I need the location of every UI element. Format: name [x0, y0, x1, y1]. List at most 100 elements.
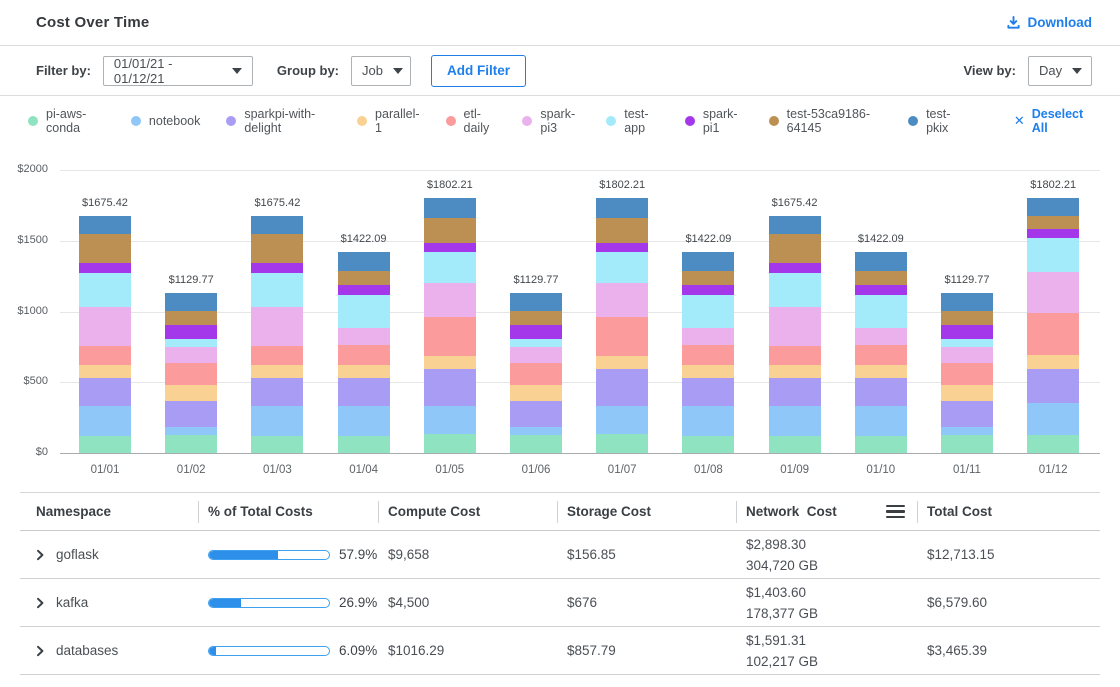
- legend-item-etl-daily[interactable]: etl-daily: [445, 107, 497, 135]
- deselect-all-button[interactable]: ✕ Deselect All: [1014, 107, 1092, 135]
- bar-segment-parallel-1[interactable]: [251, 364, 304, 378]
- bar-segment-pi-aws-conda[interactable]: [682, 435, 735, 453]
- bar-segment-etl-daily[interactable]: [165, 363, 218, 385]
- bar-segment-sparkpi-with-delight[interactable]: [510, 400, 562, 428]
- bar-segment-notebook[interactable]: [854, 406, 907, 436]
- bar-segment-spark-pi1[interactable]: [79, 263, 131, 273]
- bar-segment-test-53ca9186-64145[interactable]: [768, 233, 821, 264]
- bar-segment-sparkpi-with-delight[interactable]: [165, 400, 218, 428]
- bar-segment-etl-daily[interactable]: [682, 345, 735, 365]
- bar-01/10[interactable]: [854, 251, 907, 453]
- bar-segment-spark-pi1[interactable]: [510, 325, 562, 339]
- bar-segment-test-pkix[interactable]: [337, 251, 390, 271]
- bar-segment-notebook[interactable]: [596, 406, 649, 434]
- bar-segment-parallel-1[interactable]: [854, 364, 907, 378]
- bar-segment-parallel-1[interactable]: [941, 384, 993, 401]
- bar-segment-spark-pi3[interactable]: [596, 283, 649, 318]
- group-by-dropdown[interactable]: Job: [351, 55, 412, 86]
- bar-segment-test-app[interactable]: [337, 294, 390, 329]
- bar-segment-test-app[interactable]: [854, 294, 907, 329]
- bar-segment-test-53ca9186-64145[interactable]: [1027, 216, 1080, 230]
- bar-segment-parallel-1[interactable]: [510, 384, 562, 401]
- bar-segment-etl-daily[interactable]: [510, 363, 562, 385]
- bar-segment-spark-pi3[interactable]: [768, 307, 821, 346]
- bar-segment-pi-aws-conda[interactable]: [941, 434, 993, 453]
- bar-segment-test-pkix[interactable]: [768, 215, 821, 234]
- bar-01/04[interactable]: [337, 251, 390, 453]
- view-by-dropdown[interactable]: Day: [1028, 55, 1092, 86]
- bar-segment-spark-pi1[interactable]: [1027, 229, 1080, 239]
- bar-01/06[interactable]: [510, 293, 562, 453]
- bar-segment-spark-pi3[interactable]: [165, 346, 218, 364]
- bar-segment-notebook[interactable]: [251, 406, 304, 436]
- bar-segment-spark-pi1[interactable]: [941, 325, 993, 339]
- bar-segment-sparkpi-with-delight[interactable]: [251, 377, 304, 407]
- bar-segment-parallel-1[interactable]: [165, 384, 218, 401]
- bar-segment-notebook[interactable]: [941, 427, 993, 435]
- bar-segment-sparkpi-with-delight[interactable]: [854, 377, 907, 407]
- bar-segment-spark-pi3[interactable]: [854, 328, 907, 346]
- bar-segment-etl-daily[interactable]: [79, 345, 131, 365]
- bar-01/02[interactable]: [165, 293, 218, 453]
- bar-segment-spark-pi3[interactable]: [941, 346, 993, 364]
- date-range-dropdown[interactable]: 01/01/21 - 01/12/21: [102, 55, 253, 86]
- bar-segment-etl-daily[interactable]: [596, 317, 649, 357]
- bar-01/01[interactable]: [79, 215, 131, 453]
- bar-segment-test-53ca9186-64145[interactable]: [251, 233, 304, 264]
- legend-item-test-pkix[interactable]: test-pkix: [908, 107, 962, 135]
- bar-segment-spark-pi1[interactable]: [423, 243, 476, 253]
- bar-segment-test-pkix[interactable]: [854, 251, 907, 271]
- bar-segment-test-53ca9186-64145[interactable]: [854, 270, 907, 285]
- bar-segment-etl-daily[interactable]: [337, 345, 390, 365]
- bar-segment-test-53ca9186-64145[interactable]: [941, 311, 993, 326]
- bar-segment-pi-aws-conda[interactable]: [596, 433, 649, 453]
- bar-segment-sparkpi-with-delight[interactable]: [596, 368, 649, 407]
- bar-segment-test-53ca9186-64145[interactable]: [596, 217, 649, 244]
- bar-segment-etl-daily[interactable]: [1027, 313, 1080, 355]
- bar-segment-parallel-1[interactable]: [79, 364, 131, 378]
- bar-segment-etl-daily[interactable]: [854, 345, 907, 365]
- bar-segment-etl-daily[interactable]: [251, 345, 304, 365]
- bar-segment-spark-pi3[interactable]: [423, 283, 476, 318]
- bar-segment-test-app[interactable]: [768, 272, 821, 308]
- bar-01/09[interactable]: [768, 215, 821, 453]
- bar-segment-spark-pi3[interactable]: [682, 328, 735, 346]
- bar-segment-test-app[interactable]: [510, 338, 562, 347]
- bar-segment-spark-pi1[interactable]: [251, 263, 304, 273]
- bar-segment-spark-pi3[interactable]: [251, 307, 304, 346]
- bar-01/07[interactable]: [596, 197, 649, 453]
- expand-chevron-icon[interactable]: [34, 549, 46, 561]
- bar-segment-notebook[interactable]: [165, 427, 218, 435]
- bar-segment-pi-aws-conda[interactable]: [768, 435, 821, 453]
- bar-segment-spark-pi3[interactable]: [510, 346, 562, 364]
- legend-item-spark-pi1[interactable]: spark-pi1: [684, 107, 743, 135]
- bar-segment-sparkpi-with-delight[interactable]: [1027, 369, 1080, 404]
- bar-segment-pi-aws-conda[interactable]: [165, 434, 218, 453]
- bar-segment-test-app[interactable]: [596, 252, 649, 284]
- legend-item-pi-aws-conda[interactable]: pi-aws-conda: [28, 107, 105, 135]
- bar-segment-test-pkix[interactable]: [1027, 197, 1080, 217]
- bar-segment-test-app[interactable]: [941, 338, 993, 347]
- bar-segment-pi-aws-conda[interactable]: [79, 435, 131, 453]
- bar-01/12[interactable]: [1027, 197, 1080, 453]
- bar-segment-notebook[interactable]: [1027, 403, 1080, 435]
- bar-segment-test-app[interactable]: [1027, 238, 1080, 272]
- bar-segment-spark-pi1[interactable]: [596, 243, 649, 253]
- bar-segment-etl-daily[interactable]: [423, 317, 476, 357]
- bar-segment-test-53ca9186-64145[interactable]: [79, 233, 131, 264]
- bar-segment-test-53ca9186-64145[interactable]: [510, 311, 562, 326]
- expand-chevron-icon[interactable]: [34, 645, 46, 657]
- bar-segment-pi-aws-conda[interactable]: [337, 435, 390, 453]
- legend-item-spark-pi3[interactable]: spark-pi3: [522, 107, 580, 135]
- bar-segment-test-pkix[interactable]: [423, 197, 476, 218]
- bar-segment-etl-daily[interactable]: [768, 345, 821, 365]
- bar-segment-spark-pi1[interactable]: [165, 325, 218, 339]
- download-button[interactable]: Download: [1006, 15, 1092, 30]
- bar-segment-pi-aws-conda[interactable]: [1027, 434, 1080, 453]
- legend-item-sparkpi-with-delight[interactable]: sparkpi-with-delight: [226, 107, 331, 135]
- bar-segment-test-pkix[interactable]: [510, 293, 562, 312]
- bar-segment-spark-pi1[interactable]: [768, 263, 821, 273]
- bar-segment-test-53ca9186-64145[interactable]: [682, 270, 735, 285]
- bar-segment-test-pkix[interactable]: [596, 197, 649, 218]
- expand-chevron-icon[interactable]: [34, 597, 46, 609]
